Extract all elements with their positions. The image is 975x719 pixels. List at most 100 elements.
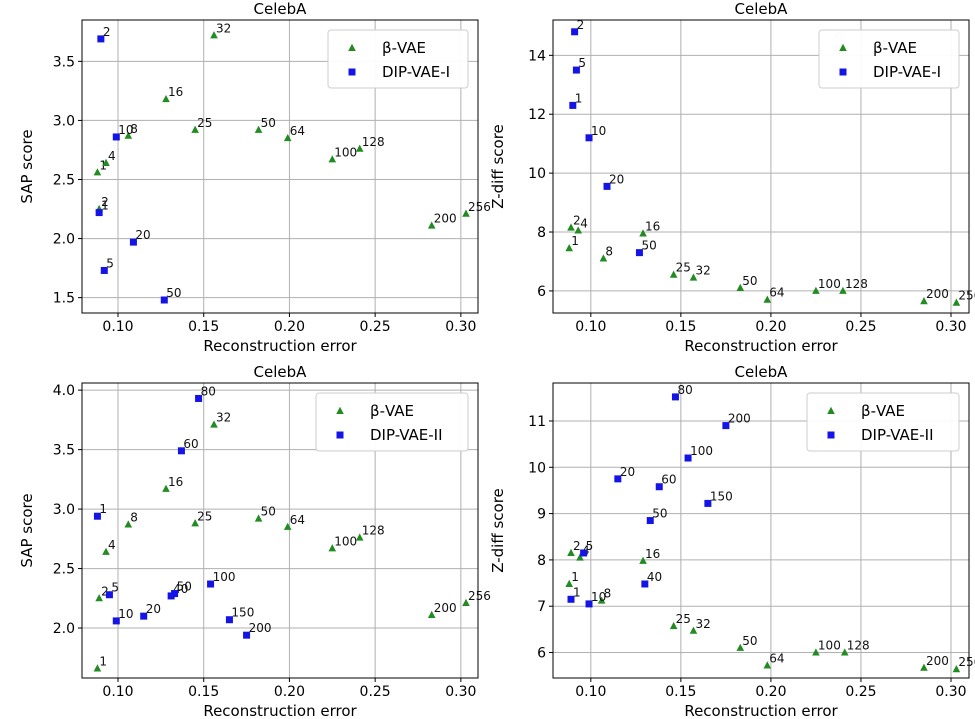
x-tick-label: 0.10 xyxy=(575,319,606,335)
point-label: 20 xyxy=(146,602,161,616)
point-label: 256 xyxy=(958,289,975,303)
chart-title: CelebA xyxy=(254,363,308,381)
y-tick-label: 2.5 xyxy=(53,172,75,188)
dip-vae-point xyxy=(140,612,148,620)
y-tick-label: 11 xyxy=(528,414,546,430)
point-label: 200 xyxy=(926,287,949,301)
point-label: 1 xyxy=(571,234,579,248)
y-axis-label: SAP score xyxy=(18,129,36,203)
point-label: 25 xyxy=(197,509,212,523)
dip-vae-point xyxy=(207,580,215,588)
beta-vae-point xyxy=(191,125,199,133)
point-label: 4 xyxy=(108,149,116,163)
legend-marker xyxy=(336,406,344,414)
y-tick-label: 2.5 xyxy=(53,562,75,578)
y-tick-label: 12 xyxy=(528,107,546,123)
beta-vae-point xyxy=(283,522,292,530)
point-label: 32 xyxy=(216,21,231,35)
y-tick-label: 3.0 xyxy=(53,113,75,129)
chart-panel-3: 0.10 0.15 0.20 0.25 0.30 2.0 2.5 3.0 3.5 4.0 Celeb… xyxy=(18,363,491,719)
legend-label: β-VAE xyxy=(861,402,905,420)
beta-vae-point xyxy=(839,286,847,294)
x-axis-label: Reconstruction error xyxy=(684,337,838,355)
dip-vae-point xyxy=(171,590,179,598)
point-label: 16 xyxy=(645,547,660,561)
point-label: 100 xyxy=(690,444,713,458)
beta-vae-point xyxy=(102,547,110,555)
point-label: 10 xyxy=(118,607,133,621)
dip-vae-point xyxy=(95,209,103,217)
point-label: 32 xyxy=(695,264,710,278)
point-label: 8 xyxy=(605,245,613,259)
point-label: 20 xyxy=(135,228,150,242)
x-tick-label: 0.10 xyxy=(575,684,606,700)
beta-vae-point xyxy=(736,283,745,291)
point-label: 256 xyxy=(958,655,975,669)
legend-marker xyxy=(839,68,847,76)
x-tick-label: 0.10 xyxy=(102,684,133,700)
point-label: 32 xyxy=(695,617,710,631)
y-tick-label: 4.0 xyxy=(53,383,75,399)
point-label: 16 xyxy=(168,85,183,99)
point-label: 200 xyxy=(434,601,457,615)
chart-title: CelebA xyxy=(254,0,308,18)
x-tick-label: 0.25 xyxy=(360,319,391,335)
dip-vae-point xyxy=(572,66,580,74)
dip-vae-point xyxy=(112,617,120,625)
point-label: 100 xyxy=(818,639,841,653)
point-label: 50 xyxy=(261,116,276,130)
point-label: 256 xyxy=(468,200,491,214)
dip-vae-point xyxy=(641,580,649,588)
x-tick-label: 0.15 xyxy=(188,684,219,700)
beta-vae-point xyxy=(328,155,337,163)
point-label: 100 xyxy=(213,570,236,584)
beta-vae-point xyxy=(574,226,583,234)
dip-vae-point xyxy=(93,512,101,520)
beta-vae-point xyxy=(689,273,698,281)
point-label: 200 xyxy=(434,212,457,226)
y-tick-label: 6 xyxy=(537,646,546,662)
dip-vae-point xyxy=(569,101,577,109)
x-axis-label: Reconstruction error xyxy=(684,702,838,719)
y-tick-label: 2.0 xyxy=(53,232,75,248)
y-tick-label: 8 xyxy=(537,553,546,569)
point-label: 200 xyxy=(926,654,949,668)
legend-label: DIP-VAE-I xyxy=(382,63,450,81)
beta-vae-point xyxy=(328,544,337,552)
point-label: 128 xyxy=(845,277,868,291)
point-label: 10 xyxy=(118,123,133,137)
y-tick-label: 6 xyxy=(537,284,546,300)
point-label: 25 xyxy=(676,612,691,626)
beta-vae-point xyxy=(462,209,470,217)
point-label: 128 xyxy=(362,524,385,538)
legend-marker xyxy=(827,431,835,439)
point-label: 40 xyxy=(647,570,662,584)
beta-vae-point xyxy=(355,533,364,541)
point-label: 20 xyxy=(609,172,624,186)
point-label: 2 xyxy=(101,584,109,598)
beta-vae-point xyxy=(736,643,745,651)
legend-marker xyxy=(336,431,344,439)
beta-vae-point xyxy=(567,223,575,231)
dip-vae-point xyxy=(580,549,588,557)
beta-vae-point xyxy=(93,664,102,672)
point-label: 32 xyxy=(216,411,231,425)
x-tick-label: 0.15 xyxy=(665,319,696,335)
point-label: 80 xyxy=(201,384,216,398)
point-label: 1 xyxy=(99,654,107,668)
x-tick-label: 0.30 xyxy=(445,684,476,700)
dip-vae-point xyxy=(243,631,251,639)
point-label: 5 xyxy=(578,56,586,70)
y-tick-label: 1.5 xyxy=(53,291,75,307)
x-tick-label: 0.20 xyxy=(274,319,305,335)
point-label: 8 xyxy=(130,511,138,525)
beta-vae-point xyxy=(210,420,218,428)
beta-vae-point xyxy=(254,514,263,522)
point-label: 10 xyxy=(591,124,606,138)
x-tick-label: 0.15 xyxy=(188,319,219,335)
point-label: 64 xyxy=(290,124,305,138)
y-axis-label: Z-diff score xyxy=(489,488,507,573)
x-tick-label: 0.25 xyxy=(360,684,391,700)
point-label: 50 xyxy=(742,634,757,648)
dip-vae-point xyxy=(225,616,233,624)
